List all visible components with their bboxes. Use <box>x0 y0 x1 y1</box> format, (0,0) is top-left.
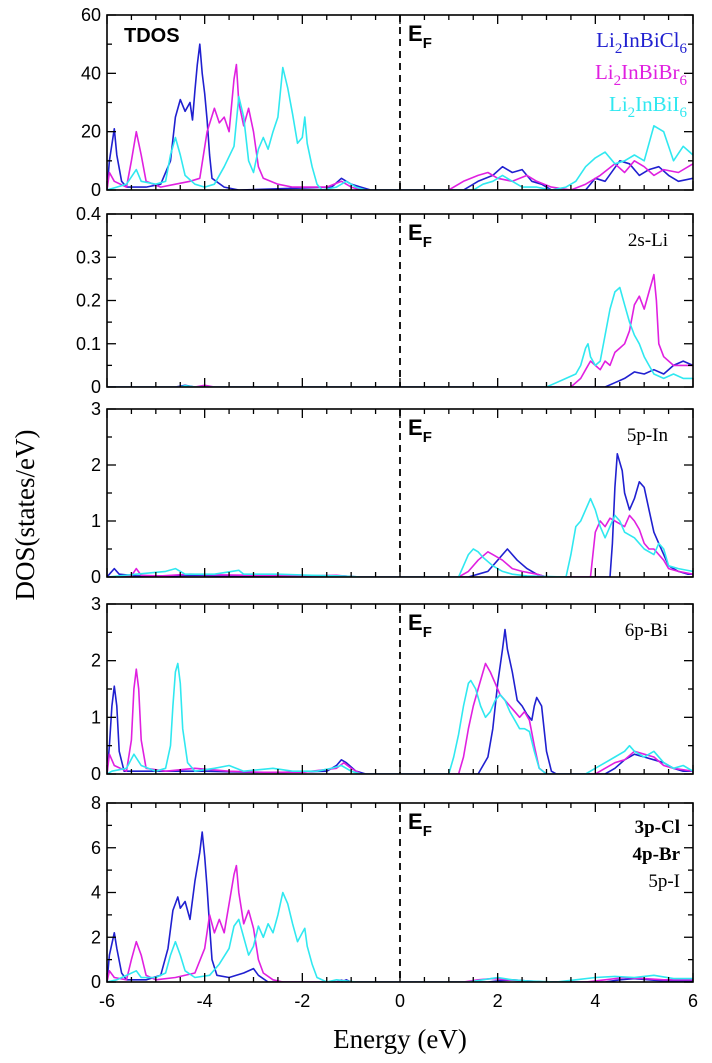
series-line-Li2InBiI6 <box>107 286 693 387</box>
orbital-label-2: 5p-I <box>648 871 680 892</box>
orbital-label: 6p-Bi <box>625 620 668 641</box>
y-tick-label: 1 <box>91 511 101 531</box>
series-line-Li2InBiBr6 <box>107 662 693 774</box>
series-line-Li2InBiBr6 <box>107 63 693 190</box>
series-line-Li2InBiI6 <box>107 891 693 982</box>
y-tick-label: 3 <box>91 594 101 614</box>
y-axis-title: DOS(states/eV) <box>10 430 40 601</box>
y-tick-label: 0.3 <box>76 247 101 267</box>
y-tick-label: 60 <box>81 5 101 25</box>
x-tick-label: -6 <box>99 991 115 1011</box>
y-tick-label: 0 <box>91 377 101 397</box>
fermi-level-label: EF <box>408 220 432 251</box>
y-tick-label: 1 <box>91 707 101 727</box>
series-line-Li2InBiBr6 <box>107 273 693 387</box>
panel-curves <box>107 273 693 387</box>
y-tick-label: 0.4 <box>76 204 101 224</box>
series-line-Li2InBiCl6 <box>107 43 693 190</box>
panel-li: 0 0.1 0.2 0.3 0.4 EF 2s-Li <box>76 204 694 397</box>
series-line-Li2InBiI6 <box>107 497 693 577</box>
legend-entry-Li2InBiCl6: Li2InBiCl6 <box>596 28 687 57</box>
orbital-label-1: 4p-Br <box>633 844 681 865</box>
y-tick-label: 0.2 <box>76 291 101 311</box>
x-tick-label: 2 <box>493 991 503 1011</box>
panel-curves <box>107 43 693 190</box>
y-tick-label: 0.1 <box>76 334 101 354</box>
y-tick-label: 0 <box>91 180 101 200</box>
legend-entry-Li2InBiI6: Li2InBiI6 <box>609 92 688 121</box>
panel-in: 0 1 2 3 EF 5p-In <box>91 399 694 587</box>
series-line-Li2InBiCl6 <box>107 452 693 577</box>
y-tick-label: 0 <box>91 764 101 784</box>
y-tick-label: 3 <box>91 399 101 419</box>
y-tick-label: 0 <box>91 972 101 992</box>
series-line-Li2InBiI6 <box>107 662 693 774</box>
series-line-Li2InBiI6 <box>107 66 693 190</box>
panel-curves <box>107 628 693 774</box>
fermi-level-label: EF <box>408 415 432 446</box>
x-tick-label: -2 <box>294 991 310 1011</box>
x-tick-label: 4 <box>590 991 600 1011</box>
panel-halide: 0 2 4 6 8 EF 3p-Cl 4p-Br 5p-I -6 -4 -2 0 2 4 6 <box>91 793 698 1011</box>
series-line-Li2InBiCl6 <box>107 628 693 774</box>
x-tick-label: 0 <box>395 991 405 1011</box>
orbital-label: 5p-In <box>627 425 669 446</box>
y-tick-label: 40 <box>81 63 101 83</box>
x-tick-label: 6 <box>688 991 698 1011</box>
y-tick-label: 2 <box>91 927 101 947</box>
x-tick-label: -4 <box>197 991 213 1011</box>
panel-tdos: 0 20 40 60 EF TDOS Li2InBiCl6 Li2InBiBr6 Li2InBi… <box>81 5 694 200</box>
fermi-level-label: EF <box>408 809 432 840</box>
panel-curves <box>107 452 693 577</box>
tdos-label: TDOS <box>124 25 180 47</box>
y-tick-label: 2 <box>91 651 101 671</box>
x-axis-title: Energy (eV) <box>333 1024 467 1054</box>
y-tick-label: 8 <box>91 793 101 813</box>
y-tick-label: 0 <box>91 567 101 587</box>
y-tick-label: 6 <box>91 838 101 858</box>
panel-bi: 0 1 2 3 EF 6p-Bi <box>91 594 694 784</box>
y-tick-label: 20 <box>81 122 101 142</box>
legend-entry-Li2InBiBr6: Li2InBiBr6 <box>595 60 688 89</box>
orbital-label: 2s-Li <box>628 230 668 251</box>
orbital-label-0: 3p-Cl <box>635 817 680 838</box>
fermi-level-label: EF <box>408 610 432 641</box>
y-tick-label: 2 <box>91 455 101 475</box>
fermi-level-label: EF <box>408 21 432 52</box>
y-tick-label: 4 <box>91 883 101 903</box>
